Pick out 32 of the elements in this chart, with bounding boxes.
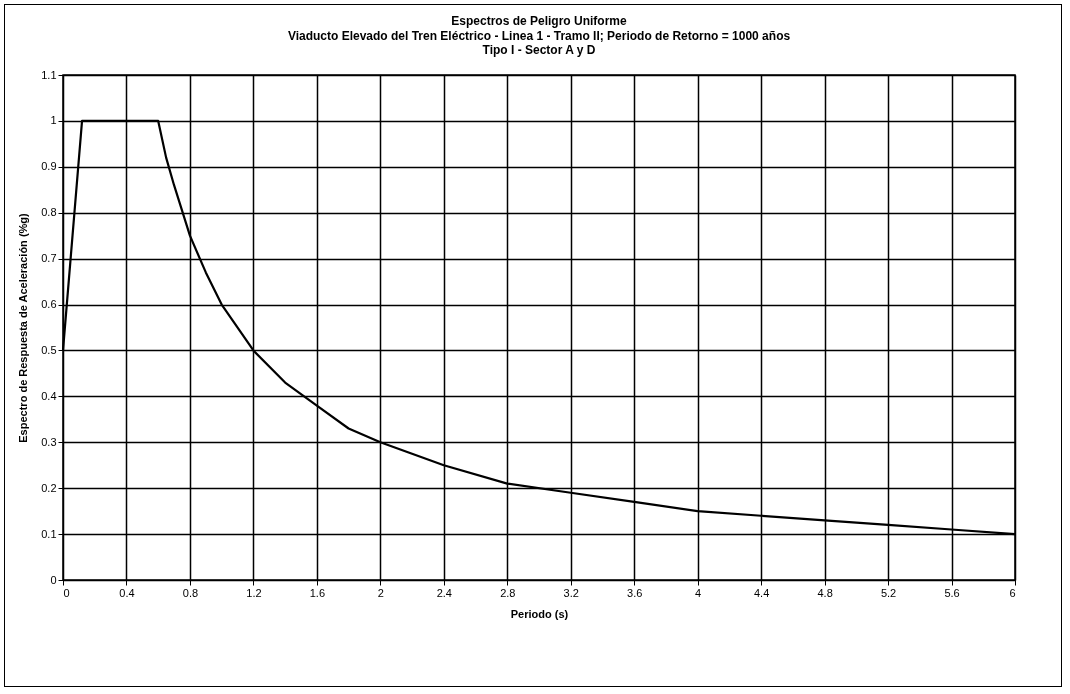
y-tick-label: 0.1 xyxy=(41,527,57,540)
chart-title: Espectros de Peligro Uniforme xyxy=(451,14,628,28)
y-axis-title: Espectro de Respuesta de Aceleración (%g) xyxy=(17,212,30,443)
x-tick-label: 2.8 xyxy=(500,586,516,599)
chart-subtitle: Viaducto Elevado del Tren Eléctrico - Linea 1 - Tramo II; Periodo de Retorno = 1000 años Tipo I - Sector A y D xyxy=(287,29,791,57)
y-tick-label: 1 xyxy=(50,114,57,127)
y-tick-label: 0.9 xyxy=(41,160,57,173)
y-tick-label: 0.8 xyxy=(41,206,57,219)
y-tick-label: 0.2 xyxy=(41,481,57,494)
x-tick-label: 4.8 xyxy=(817,586,833,599)
x-tick-label: 0.4 xyxy=(119,586,135,599)
x-tick-label: 4 xyxy=(695,586,702,599)
x-tick-label: 0.8 xyxy=(182,586,199,599)
y-tick-label: 0.4 xyxy=(41,389,57,402)
y-tick-label: 0.7 xyxy=(41,252,57,265)
x-tick-label: 0 xyxy=(63,586,70,599)
x-tick-label: 3.6 xyxy=(627,586,643,599)
y-tick-label: 0.5 xyxy=(41,343,57,356)
x-tick-label: 1.2 xyxy=(246,586,262,599)
x-tick-label: 4.4 xyxy=(753,586,770,599)
x-tick-label: 1.6 xyxy=(309,586,326,599)
x-axis-title: Periodo (s) xyxy=(510,607,569,620)
x-tick-label: 5.2 xyxy=(880,586,897,599)
x-tick-label: 2.4 xyxy=(436,586,452,599)
y-tick-label: 1.1 xyxy=(41,68,57,81)
y-tick-label: 0.6 xyxy=(41,298,57,311)
x-tick-label: 6 xyxy=(1009,586,1016,599)
x-tick-label: 2 xyxy=(377,586,384,599)
y-tick-label: 0.3 xyxy=(41,435,57,448)
x-tick-label: 3.2 xyxy=(563,586,579,599)
y-tick-label: 0 xyxy=(50,573,57,586)
x-tick-label: 5.6 xyxy=(944,586,960,599)
